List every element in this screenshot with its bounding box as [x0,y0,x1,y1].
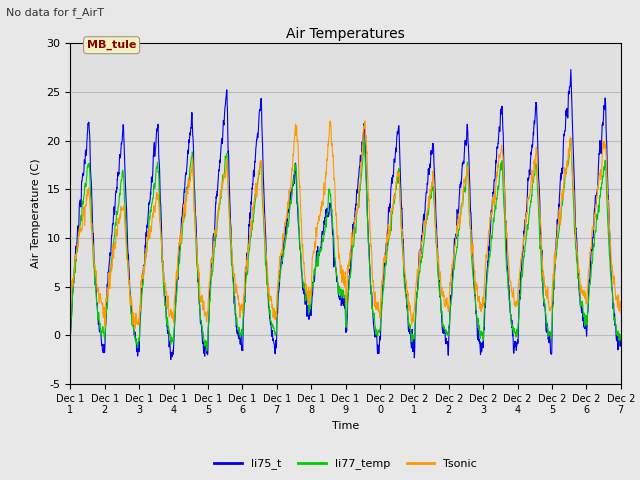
Tsonic [131,325,139,331]
Y-axis label: Air Temperature (C): Air Temperature (C) [31,159,41,268]
Tsonic [241,287,248,292]
li75_t [122,180,129,186]
li77_temp [543,317,550,323]
li75_t [567,67,575,72]
li77_temp [67,333,74,339]
li77_temp [241,300,248,305]
Tsonic [512,303,520,309]
Tsonic [326,118,334,124]
Title: Air Temperatures: Air Temperatures [286,27,405,41]
li75_t [617,333,625,339]
Line: li75_t: li75_t [70,70,621,360]
li77_temp [379,291,387,297]
Legend: li75_t, li77_temp, Tsonic: li75_t, li77_temp, Tsonic [210,454,481,474]
li77_temp [609,303,617,309]
Tsonic [609,281,617,287]
Line: li77_temp: li77_temp [70,138,621,351]
Tsonic [379,270,387,276]
Tsonic [122,228,129,234]
Tsonic [67,314,74,320]
li75_t [609,302,617,308]
li75_t [543,329,550,335]
Text: MB_tule: MB_tule [87,40,136,50]
li75_t [511,344,519,349]
Tsonic [617,310,625,316]
li77_temp [617,335,625,340]
li77_temp [202,348,210,354]
li75_t [241,296,248,302]
Tsonic [543,289,550,295]
li75_t [67,332,74,338]
li77_temp [567,135,575,141]
li77_temp [511,329,519,335]
li75_t [167,357,175,362]
X-axis label: Time: Time [332,421,359,431]
li75_t [379,283,387,289]
li77_temp [122,211,129,217]
Line: Tsonic: Tsonic [70,121,621,328]
Text: No data for f_AirT: No data for f_AirT [6,7,104,18]
